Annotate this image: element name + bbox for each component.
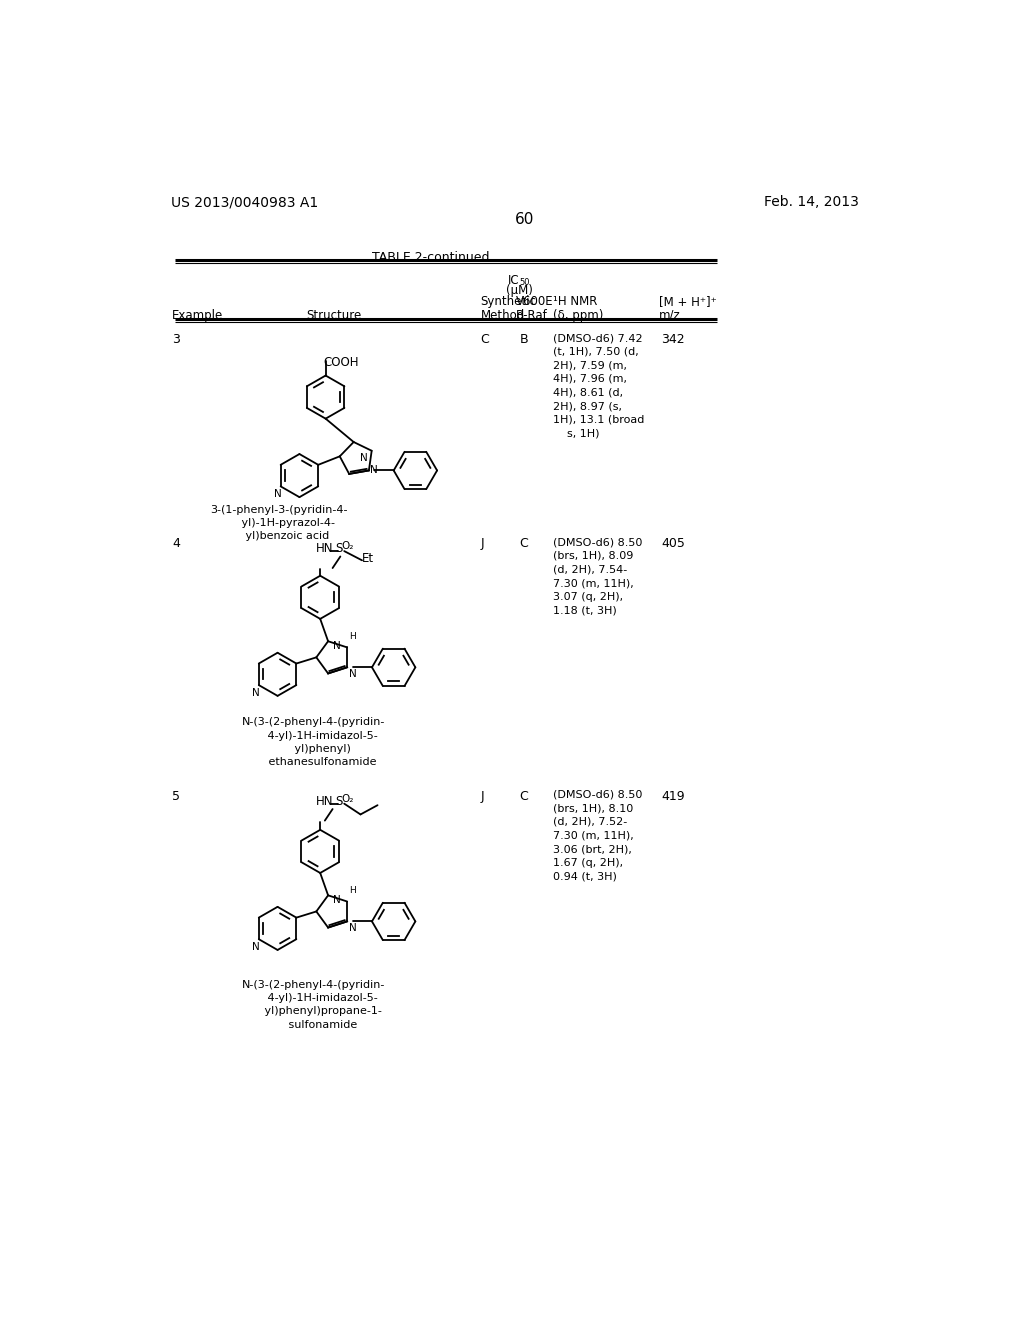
- Text: m/z: m/z: [658, 309, 681, 322]
- Text: C: C: [519, 537, 528, 550]
- Text: 60: 60: [515, 213, 535, 227]
- Text: B-Raf: B-Raf: [515, 309, 547, 322]
- Text: 5: 5: [172, 789, 180, 803]
- Text: 50: 50: [519, 277, 529, 286]
- Text: O₂: O₂: [341, 541, 353, 550]
- Text: [M + H⁺]⁺: [M + H⁺]⁺: [658, 294, 717, 308]
- Text: N: N: [333, 895, 341, 906]
- Text: O₂: O₂: [341, 793, 353, 804]
- Text: Feb. 14, 2013: Feb. 14, 2013: [764, 195, 858, 210]
- Text: N: N: [370, 466, 378, 475]
- Text: N: N: [349, 669, 356, 678]
- Text: (DMSO-d6) 8.50
(brs, 1H), 8.10
(d, 2H), 7.52-
7.30 (m, 11H),
3.06 (brt, 2H),
1.6: (DMSO-d6) 8.50 (brs, 1H), 8.10 (d, 2H), …: [553, 789, 642, 882]
- Text: 419: 419: [662, 789, 685, 803]
- Text: J: J: [480, 789, 484, 803]
- Text: 3-(1-phenyl-3-(pyridin-4-
     yl)-1H-pyrazol-4-
     yl)benzoic acid: 3-(1-phenyl-3-(pyridin-4- yl)-1H-pyrazol…: [210, 506, 348, 541]
- Text: (δ, ppm): (δ, ppm): [553, 309, 603, 322]
- Text: N: N: [333, 642, 341, 651]
- Text: HN: HN: [316, 795, 334, 808]
- Text: 4: 4: [172, 537, 180, 550]
- Text: N-(3-(2-phenyl-4-(pyridin-
     4-yl)-1H-imidazol-5-
     yl)phenyl)propane-1-
 : N-(3-(2-phenyl-4-(pyridin- 4-yl)-1H-imid…: [243, 979, 386, 1030]
- Text: Structure: Structure: [306, 309, 361, 322]
- Text: N: N: [349, 923, 356, 933]
- Text: Et: Et: [362, 552, 374, 565]
- Text: N: N: [273, 490, 282, 499]
- Text: Synthetic: Synthetic: [480, 294, 537, 308]
- Text: H: H: [349, 632, 355, 642]
- Text: H: H: [349, 886, 355, 895]
- Text: Example: Example: [172, 309, 223, 322]
- Text: 342: 342: [662, 333, 685, 346]
- Text: S: S: [336, 795, 343, 808]
- Text: (DMSO-d6) 7.42
(t, 1H), 7.50 (d,
2H), 7.59 (m,
4H), 7.96 (m,
4H), 8.61 (d,
2H), : (DMSO-d6) 7.42 (t, 1H), 7.50 (d, 2H), 7.…: [553, 333, 644, 438]
- Text: TABLE 2-continued: TABLE 2-continued: [372, 251, 489, 264]
- Text: US 2013/0040983 A1: US 2013/0040983 A1: [171, 195, 317, 210]
- Text: N: N: [252, 942, 259, 952]
- Text: 3: 3: [172, 333, 180, 346]
- Text: N: N: [360, 453, 368, 463]
- Text: V600E: V600E: [515, 294, 553, 308]
- Text: N-(3-(2-phenyl-4-(pyridin-
     4-yl)-1H-imidazol-5-
     yl)phenyl)
     ethane: N-(3-(2-phenyl-4-(pyridin- 4-yl)-1H-imid…: [243, 718, 386, 767]
- Text: COOH: COOH: [324, 355, 358, 368]
- Text: (μM): (μM): [506, 284, 534, 297]
- Text: IC: IC: [508, 275, 519, 286]
- Text: B: B: [519, 333, 528, 346]
- Text: S: S: [336, 543, 343, 556]
- Text: N: N: [252, 688, 259, 698]
- Text: 405: 405: [662, 537, 685, 550]
- Text: HN: HN: [316, 543, 334, 556]
- Text: J: J: [480, 537, 484, 550]
- Text: Method: Method: [480, 309, 525, 322]
- Text: (DMSO-d6) 8.50
(brs, 1H), 8.09
(d, 2H), 7.54-
7.30 (m, 11H),
3.07 (q, 2H),
1.18 : (DMSO-d6) 8.50 (brs, 1H), 8.09 (d, 2H), …: [553, 537, 642, 615]
- Text: ¹H NMR: ¹H NMR: [553, 294, 597, 308]
- Text: C: C: [519, 789, 528, 803]
- Text: C: C: [480, 333, 489, 346]
